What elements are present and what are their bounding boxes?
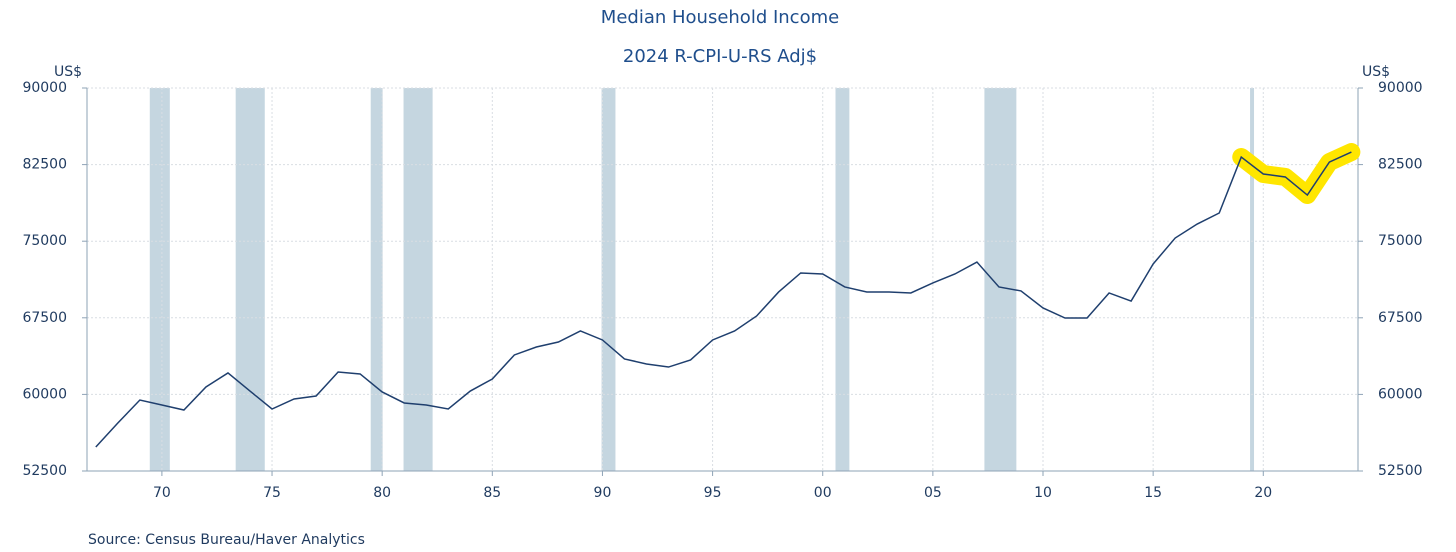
y-tick-label: 82500	[22, 157, 67, 173]
x-tick-label: 80	[373, 485, 391, 501]
x-tick-label: 15	[1144, 485, 1162, 501]
x-tick-label: 85	[483, 485, 501, 501]
highlight	[1232, 143, 1361, 205]
chart-title: Median Household Income	[601, 7, 839, 28]
x-tick-label: 70	[153, 485, 171, 501]
y2-tick-label: 90000	[1378, 80, 1423, 96]
y-tick-label: 90000	[22, 80, 67, 96]
recession-band	[235, 88, 265, 471]
recession-band	[835, 88, 850, 471]
chart-subtitle: 2024 R-CPI-U-RS Adj$	[623, 46, 817, 67]
y-tick-label: 52500	[22, 463, 67, 479]
source-note: Source: Census Bureau/Haver Analytics	[88, 532, 365, 548]
recession-band	[149, 88, 170, 471]
x-tick-label: 95	[704, 485, 722, 501]
y-tick-label: 75000	[22, 233, 67, 249]
y2-axis-unit: US$	[1362, 64, 1390, 80]
recession-band	[403, 88, 433, 471]
y-tick-label: 67500	[22, 310, 67, 326]
x-tick-label: 00	[814, 485, 832, 501]
recession-band	[370, 88, 383, 471]
y2-tick-label: 82500	[1378, 157, 1423, 173]
y-axis-unit: US$	[54, 64, 82, 80]
x-tick-label: 75	[263, 485, 281, 501]
x-tick-label: 10	[1034, 485, 1052, 501]
recession-band	[1250, 88, 1255, 471]
recession-band	[601, 88, 616, 471]
x-tick-label: 05	[924, 485, 942, 501]
recession-band	[984, 88, 1017, 471]
x-tick-label: 90	[594, 485, 612, 501]
y2-tick-label: 67500	[1378, 310, 1423, 326]
y2-tick-label: 52500	[1378, 463, 1423, 479]
x-tick-label: 20	[1254, 485, 1272, 501]
y-tick-label: 60000	[22, 386, 67, 402]
y2-tick-label: 75000	[1378, 233, 1423, 249]
data-line	[95, 151, 1352, 448]
y2-tick-label: 60000	[1378, 386, 1423, 402]
